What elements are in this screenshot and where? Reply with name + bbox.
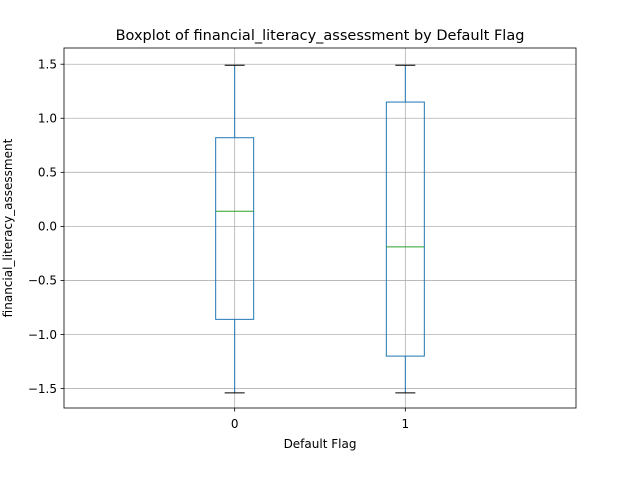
y-tick-label: −1.0 xyxy=(28,328,57,342)
box-group-1 xyxy=(385,64,425,394)
y-tick-label: 1.5 xyxy=(38,58,57,72)
box-layer xyxy=(215,64,425,394)
y-axis-label: financial_literacy_assessment xyxy=(1,138,15,317)
tick-layer: −1.5 −1.0 −0.5 0.0 0.5 1.0 1.5 0 1 xyxy=(28,58,409,431)
axes-frame xyxy=(63,47,577,409)
x-tick-label: 1 xyxy=(402,417,410,431)
x-axis-label: Default Flag xyxy=(284,437,357,451)
y-tick-label: 0.5 xyxy=(38,166,57,180)
y-tick-label: 1.0 xyxy=(38,112,57,126)
box-group-0 xyxy=(215,64,255,394)
y-tick-label: −0.5 xyxy=(28,274,57,288)
y-tick-label: 0.0 xyxy=(38,220,57,234)
grid-layer xyxy=(64,48,576,408)
chart-title: Boxplot of financial_literacy_assessment… xyxy=(116,28,525,44)
y-tick-label: −1.5 xyxy=(28,382,57,396)
box-iqr xyxy=(215,137,255,320)
box-iqr xyxy=(385,101,425,357)
x-tick-label: 0 xyxy=(231,417,239,431)
